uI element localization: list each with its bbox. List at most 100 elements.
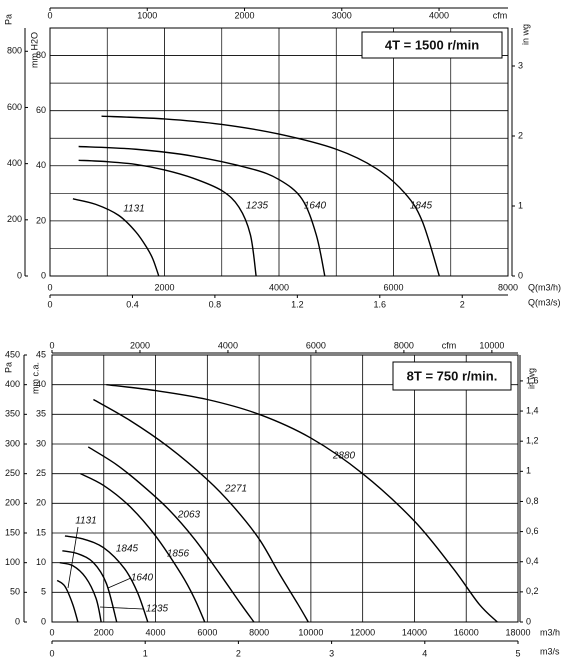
y-tick-label: 0 — [41, 616, 46, 626]
y3-tick-label: 0 — [17, 270, 22, 280]
y3-tick-label: 600 — [7, 102, 22, 112]
x3-tick-label: 8000 — [394, 340, 414, 350]
x3-tick-label: 10000 — [479, 340, 504, 350]
fan-curve — [72, 198, 160, 277]
x3-tick-label: 2000 — [130, 340, 150, 350]
y3-tick-label: 50 — [10, 587, 20, 597]
x2-tick-label: 2 — [236, 648, 241, 658]
y-tick-label: 30 — [36, 438, 46, 448]
y3-tick-label: 200 — [5, 498, 20, 508]
x3-tick-label: 4000 — [218, 340, 238, 350]
chart-title: 4T = 1500 r/min — [385, 37, 479, 52]
curve-label: 2880 — [332, 451, 356, 462]
y2-tick-label: 0,8 — [526, 496, 539, 506]
y3-tick-label: 200 — [7, 214, 22, 224]
x2-tick-label: 1.6 — [374, 299, 387, 309]
y-tick-label: 35 — [36, 409, 46, 419]
y3-tick-label: 0 — [15, 616, 20, 626]
fan-curve — [93, 398, 309, 623]
y3-tick-label: 450 — [5, 349, 20, 359]
x-tick-label: 0 — [47, 282, 52, 292]
y-tick-label: 20 — [36, 215, 46, 225]
y-tick-label: 60 — [36, 105, 46, 115]
x2-tick-label: 0 — [49, 648, 54, 658]
y2-tick-label: 1 — [518, 200, 523, 210]
y3-axis-label: Pa — [3, 14, 13, 25]
leader-line — [99, 606, 144, 610]
curve-label: 1131 — [75, 516, 97, 527]
y2-tick-label: 0 — [526, 616, 531, 626]
y-tick-label: 5 — [41, 587, 46, 597]
y-axis-label: mm c.a. — [30, 362, 40, 394]
y3-tick-label: 150 — [5, 527, 20, 537]
y3-tick-label: 250 — [5, 468, 20, 478]
x3-axis-label: cfm — [493, 10, 508, 20]
x-tick-label: 14000 — [402, 627, 427, 637]
fan-curve — [59, 561, 102, 623]
curve-label: 1235 — [246, 201, 269, 212]
x-tick-label: 18000 — [505, 627, 530, 637]
x3-axis-label: cfm — [442, 340, 457, 350]
y2-tick-label: 0,2 — [526, 586, 539, 596]
x3-tick-label: 0 — [47, 10, 52, 20]
curve-label: 1856 — [167, 549, 190, 560]
curve-label: 1640 — [131, 573, 154, 584]
y3-tick-label: 300 — [5, 438, 20, 448]
title-box — [361, 31, 503, 59]
y-tick-label: 45 — [36, 349, 46, 359]
y2-tick-label: 0 — [518, 270, 523, 280]
x2-tick-label: 0.8 — [209, 299, 222, 309]
x-tick-label: 12000 — [350, 627, 375, 637]
fan-curve — [106, 383, 498, 623]
curve-label: 1845 — [116, 544, 139, 555]
x3-tick-label: 1000 — [137, 10, 157, 20]
y2-tick-label: 1,6 — [526, 375, 539, 385]
y3-axis-label: Pa — [3, 362, 13, 373]
fan-curve — [87, 446, 255, 623]
x3-tick-label: 4000 — [429, 10, 449, 20]
fan-curve — [101, 115, 440, 277]
y2-tick-label: 1 — [526, 466, 531, 476]
x-tick-label: 2000 — [94, 627, 114, 637]
x-tick-label: 16000 — [454, 627, 479, 637]
y2-tick-label: 0,4 — [526, 556, 539, 566]
y3-tick-label: 400 — [5, 379, 20, 389]
curve-label: 2063 — [177, 510, 201, 521]
x2-axis-label: Q(m3/s) — [528, 297, 561, 307]
y2-tick-label: 1,2 — [526, 436, 539, 446]
curve-label: 1235 — [146, 604, 169, 615]
x-tick-label: 8000 — [249, 627, 269, 637]
x3-tick-label: 3000 — [332, 10, 352, 20]
y-tick-label: 10 — [36, 557, 46, 567]
fan-curve — [56, 579, 79, 623]
x-tick-label: 6000 — [197, 627, 217, 637]
x-axis-label: Q(m3/h) — [528, 282, 561, 292]
y3-tick-label: 350 — [5, 409, 20, 419]
y2-tick-label: 2 — [518, 130, 523, 140]
title-box — [392, 361, 512, 391]
curve-label: 1845 — [410, 201, 433, 212]
curve-label: 1131 — [123, 204, 145, 215]
x3-tick-label: 2000 — [235, 10, 255, 20]
chart-title: 8T = 750 r/min. — [407, 368, 498, 383]
x2-axis-label: m3/s — [540, 646, 560, 656]
x-axis-label: m3/h — [540, 627, 560, 637]
y3-tick-label: 800 — [7, 46, 22, 56]
y-tick-label: 25 — [36, 468, 46, 478]
x-tick-label: 8000 — [498, 282, 518, 292]
y-tick-label: 0 — [41, 270, 46, 280]
x-tick-label: 6000 — [383, 282, 403, 292]
x-tick-label: 2000 — [154, 282, 174, 292]
fan-curve — [78, 159, 257, 277]
x2-tick-label: 1.2 — [291, 299, 304, 309]
x2-tick-label: 4 — [422, 648, 427, 658]
x2-tick-label: 5 — [515, 648, 520, 658]
y-tick-label: 15 — [36, 527, 46, 537]
x-tick-label: 0 — [49, 627, 54, 637]
curve-label: 2271 — [224, 484, 247, 495]
x2-tick-label: 0.4 — [126, 299, 139, 309]
fan-curve — [78, 145, 326, 277]
y2-tick-label: 1,4 — [526, 405, 539, 415]
y2-tick-label: 3 — [518, 60, 523, 70]
